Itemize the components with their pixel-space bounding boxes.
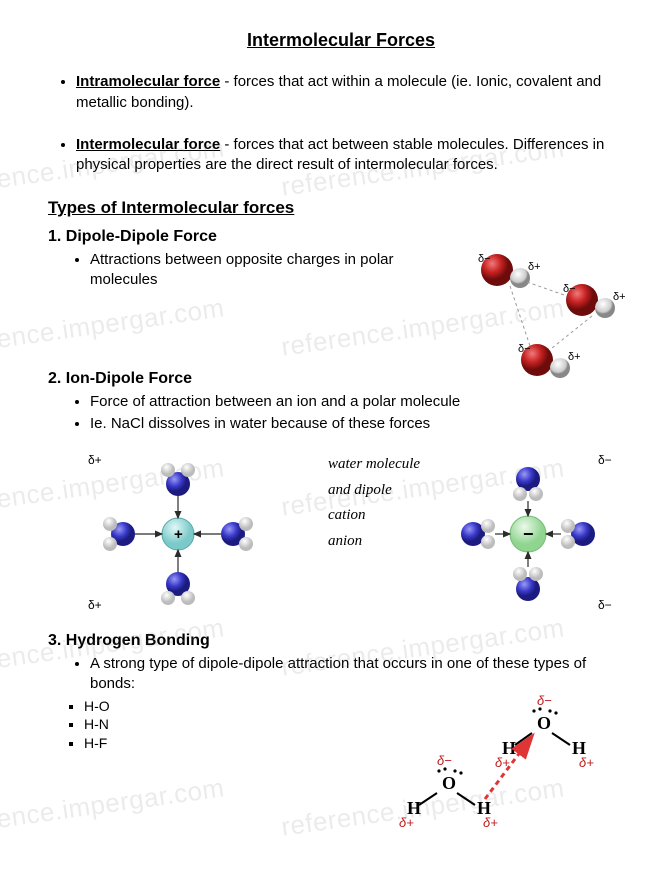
hydrogen-bond-diagram: O H H O H H δ−δ− δ+δ+ δ+δ+ xyxy=(387,679,617,829)
definition-intramolecular: Intramolecular force - forces that act w… xyxy=(76,72,634,113)
name: Dipole-Dipole Force xyxy=(66,228,217,245)
types-header: Types of Intermolecular forces xyxy=(48,197,634,220)
num: 2. xyxy=(48,370,61,387)
name: Hydrogen Bonding xyxy=(66,632,210,649)
svg-text:δ−: δ− xyxy=(478,253,491,265)
label: water molecule xyxy=(328,452,420,478)
svg-text:δ+: δ+ xyxy=(483,815,498,829)
svg-text:δ+: δ+ xyxy=(579,755,594,770)
svg-text:δ−: δ− xyxy=(563,283,576,295)
svg-text:δ+: δ+ xyxy=(613,291,626,303)
ion-dipole-labels: water molecule and dipole cation anion xyxy=(328,452,420,554)
molecule-2: δ− δ+ xyxy=(563,283,626,318)
dipole-diagram: δ− δ+ δ− δ+ δ− δ+ xyxy=(442,240,632,400)
section-heading: 3. Hydrogen Bonding xyxy=(48,630,634,652)
label: anion xyxy=(328,529,420,555)
svg-text:δ−: δ− xyxy=(598,453,612,467)
molecule-3: δ− δ+ xyxy=(518,343,581,378)
anion-cluster: − δ− δ− xyxy=(461,453,612,612)
page-title: Intermolecular Forces xyxy=(48,28,634,52)
svg-text:δ+: δ+ xyxy=(88,598,102,612)
svg-text:O: O xyxy=(442,773,456,793)
svg-text:δ+: δ+ xyxy=(495,755,510,770)
bullet: Attractions between opposite charges in … xyxy=(90,250,418,291)
svg-text:O: O xyxy=(537,713,551,733)
svg-text:δ−: δ− xyxy=(537,693,552,708)
definitions-list: Intramolecular force - forces that act w… xyxy=(48,72,634,175)
svg-text:δ−: δ− xyxy=(437,753,452,768)
label: and dipole xyxy=(328,478,420,504)
ion-dipole-diagram: + δ+ δ+ − δ− δ− water molecule and dipole … xyxy=(68,444,628,624)
molecule-1: δ− δ+ xyxy=(478,253,541,288)
term: Intramolecular force xyxy=(76,73,220,90)
cation-cluster: + δ+ δ+ xyxy=(88,453,253,612)
name: Ion-Dipole Force xyxy=(66,370,192,387)
watermark: reference.impergar.com xyxy=(0,770,227,844)
section-heading: 1. Dipole-Dipole Force xyxy=(48,226,418,248)
svg-text:δ+: δ+ xyxy=(399,815,414,829)
num: 1. xyxy=(48,228,61,245)
svg-text:−: − xyxy=(523,524,534,544)
svg-text:δ+: δ+ xyxy=(568,351,581,363)
num: 3. xyxy=(48,632,61,649)
svg-text:δ−: δ− xyxy=(598,598,612,612)
svg-text:δ+: δ+ xyxy=(88,453,102,467)
svg-text:δ−: δ− xyxy=(518,343,531,355)
svg-text:δ+: δ+ xyxy=(528,261,541,273)
bullet: Ie. NaCl dissolves in water because of t… xyxy=(90,414,634,434)
label: cation xyxy=(328,503,420,529)
term: Intermolecular force xyxy=(76,136,220,153)
svg-text:+: + xyxy=(174,526,183,543)
definition-intermolecular: Intermolecular force - forces that act b… xyxy=(76,135,634,176)
